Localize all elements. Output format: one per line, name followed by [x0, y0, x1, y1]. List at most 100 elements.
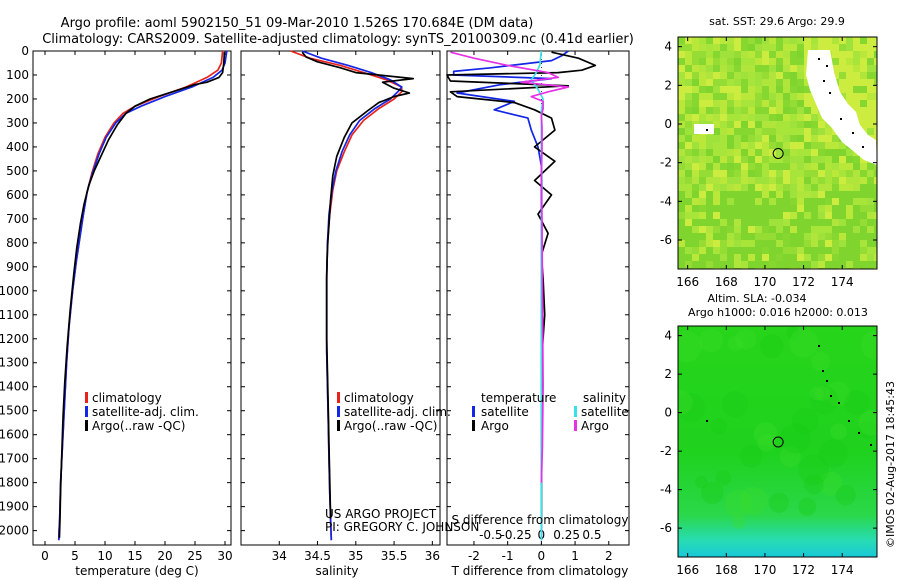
sst-cell: [818, 219, 826, 227]
sst-cell: [706, 100, 714, 108]
sst-cell: [692, 93, 700, 101]
legend-header-temperature: temperature: [481, 391, 556, 405]
sst-cell: [699, 191, 707, 199]
sst-cell: [776, 100, 784, 108]
sst-cell: [727, 100, 735, 108]
sst-cell: [720, 79, 728, 87]
sst-cell: [776, 114, 784, 122]
x-tick-label: 1: [571, 549, 579, 563]
sst-cell: [818, 114, 826, 122]
sst-cell: [867, 170, 875, 178]
sst-cell: [713, 58, 721, 66]
sst-cell: [832, 65, 840, 73]
sst-cell: [748, 184, 756, 192]
sst-cell: [776, 198, 784, 206]
sst-cell: [832, 177, 840, 185]
sst-cell: [790, 156, 798, 164]
sst-cell: [846, 240, 854, 248]
sla-blob: [786, 326, 800, 341]
sst-cell: [825, 163, 833, 171]
sla-blob: [791, 407, 819, 435]
sst-cell: [692, 198, 700, 206]
sst-cell: [720, 44, 728, 52]
legend-swatch-sal-satellite: [574, 406, 577, 417]
sst-cell: [769, 72, 777, 80]
sst-cell: [797, 93, 805, 101]
sst-cell: [853, 254, 861, 262]
difference-axes: [446, 50, 630, 546]
sst-cell: [734, 51, 742, 59]
sst-cell: [748, 128, 756, 136]
x-tick-label: 25: [187, 549, 202, 563]
sst-cell: [678, 226, 686, 234]
sst-cell: [811, 107, 819, 115]
sst-cell: [692, 233, 700, 241]
sst-cell: [874, 191, 877, 199]
sst-cell: [839, 198, 847, 206]
sst-cell: [790, 184, 798, 192]
sst-cell: [713, 247, 721, 255]
sst-cell: [818, 170, 826, 178]
sst-cell: [755, 93, 763, 101]
sst-cell: [727, 86, 735, 94]
sst-cell: [720, 72, 728, 80]
sst-cell: [706, 79, 714, 87]
sst-cell: [769, 191, 777, 199]
sst-cell: [825, 254, 833, 262]
sst-cell: [748, 191, 756, 199]
sst-cell: [678, 254, 686, 262]
sst-cell: [874, 114, 877, 122]
sst-cell: [867, 163, 875, 171]
sst-cell: [832, 149, 840, 157]
sst-cell: [769, 79, 777, 87]
sst-cell: [853, 247, 861, 255]
sst-cell: [685, 142, 693, 150]
sla-blob: [858, 420, 877, 439]
y-tick-label: 1800: [0, 476, 29, 490]
sal-x-tick-label: -0.25: [501, 528, 532, 542]
sst-cell: [706, 65, 714, 73]
legend-label-satellite: satellite-adj. clim.: [92, 405, 199, 419]
sst-cell: [839, 254, 847, 262]
sst-cell: [867, 100, 875, 108]
sst-cell: [692, 51, 700, 59]
sst-cell: [874, 58, 877, 66]
sst-cell: [713, 44, 721, 52]
sst-cell: [839, 261, 847, 269]
sst-cell: [797, 107, 805, 115]
sst-cell: [839, 233, 847, 241]
sst-cell: [783, 37, 791, 45]
x-tick-label: 34: [272, 549, 287, 563]
sst-cell: [769, 114, 777, 122]
sst-cell: [713, 86, 721, 94]
sst-cell: [790, 44, 798, 52]
sst-cell: [783, 191, 791, 199]
sst-cell: [755, 107, 763, 115]
sst-cell: [783, 107, 791, 115]
sst-cell: [755, 44, 763, 52]
island-speck: [840, 118, 842, 120]
x-tick-label: 35.5: [381, 549, 408, 563]
island-speck: [848, 420, 850, 422]
sst-cell: [769, 121, 777, 129]
sst-cell: [860, 170, 868, 178]
sst-cell: [692, 65, 700, 73]
sst-cell: [797, 261, 805, 269]
sst-cell: [797, 240, 805, 248]
salinity-xlabel: salinity: [315, 564, 358, 578]
sst-cell: [797, 233, 805, 241]
sst-cell: [853, 156, 861, 164]
sst-cell: [720, 93, 728, 101]
sst-cell: [706, 114, 714, 122]
sst-cell: [741, 37, 749, 45]
sst-cell: [762, 58, 770, 66]
sst-cell: [839, 163, 847, 171]
sst-cell: [853, 79, 861, 87]
sst-cell: [797, 177, 805, 185]
sst-cell: [867, 205, 875, 213]
sst-cell: [825, 261, 833, 269]
sst-cell: [727, 37, 735, 45]
sst-cell: [734, 107, 742, 115]
sst-cell: [692, 107, 700, 115]
sst-cell: [720, 184, 728, 192]
